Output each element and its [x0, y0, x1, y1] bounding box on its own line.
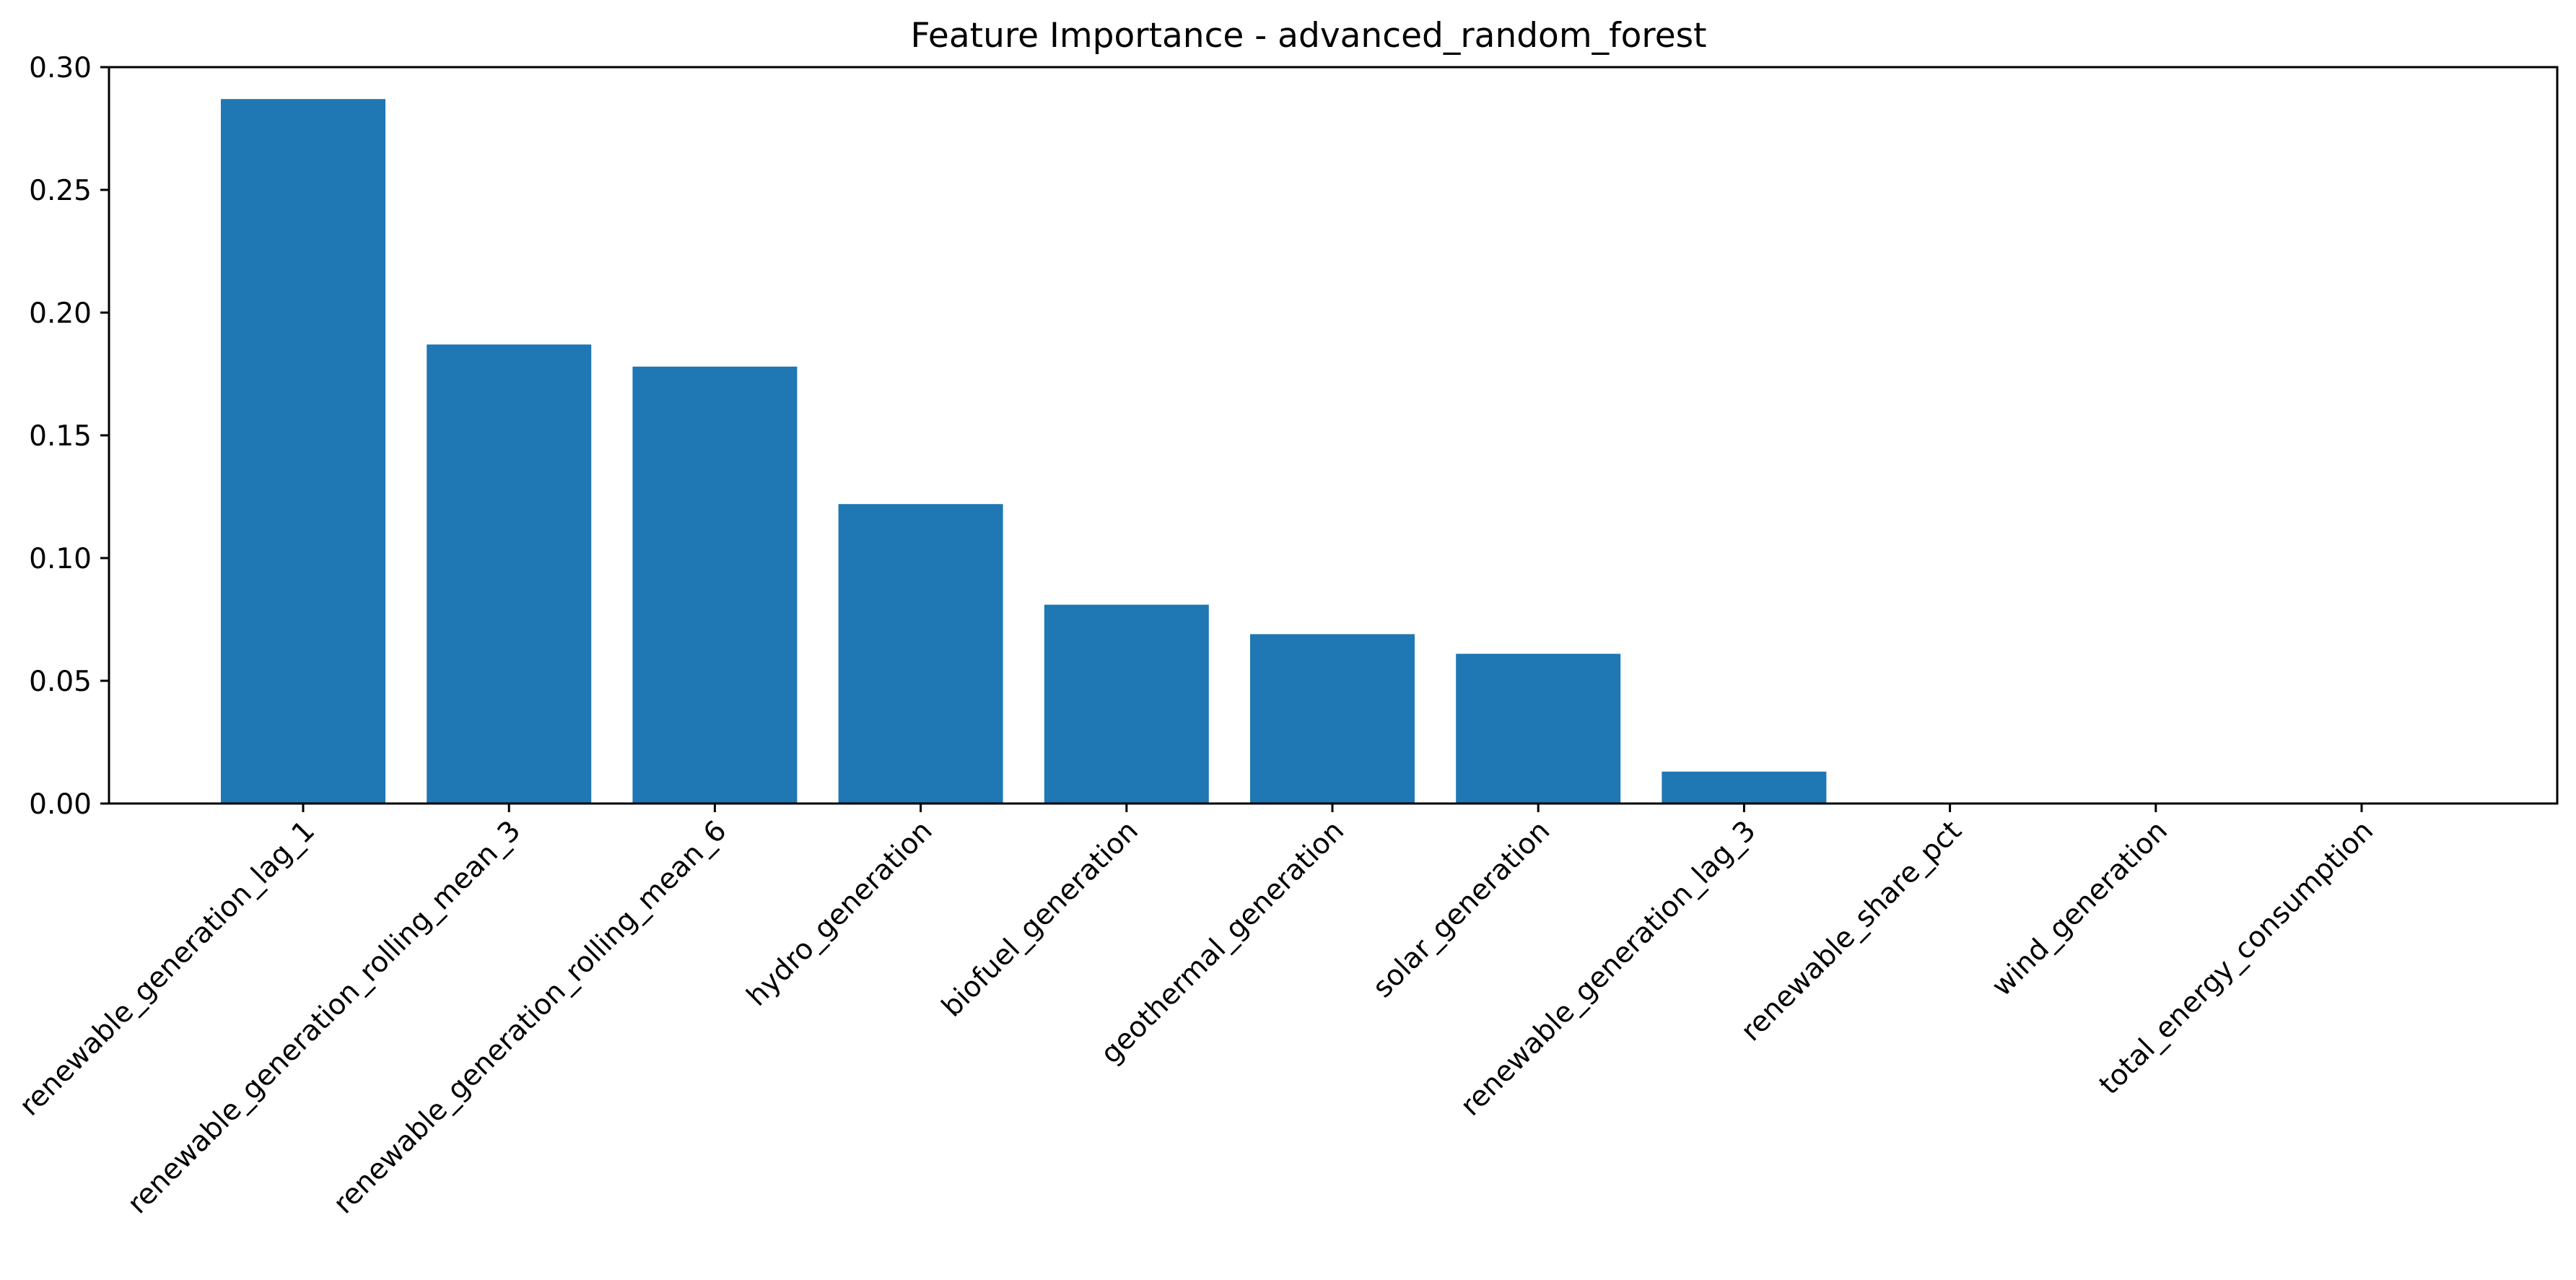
x-tick-label: renewable_share_pct — [1735, 814, 1968, 1048]
chart-title: Feature Importance - advanced_random_for… — [910, 16, 1706, 56]
y-tick-label: 0.10 — [29, 543, 92, 575]
x-axis: renewable_generation_lag_1renewable_gene… — [14, 804, 2380, 1220]
bars-group — [221, 99, 1827, 804]
bar-renewable-generation-lag-3 — [1662, 771, 1827, 804]
y-tick-label: 0.30 — [29, 52, 92, 84]
x-tick-label: renewable_generation_rolling_mean_3 — [121, 814, 527, 1220]
bar-hydro-generation — [838, 504, 1003, 804]
x-tick-label: renewable_generation_rolling_mean_6 — [327, 814, 733, 1220]
y-tick-label: 0.15 — [29, 420, 92, 453]
y-tick-label: 0.20 — [29, 297, 92, 330]
y-axis: 0.00 0.05 0.10 0.15 0.20 0.25 0.30 — [29, 52, 109, 821]
x-tick-label: geothermal_generation — [1095, 814, 1350, 1070]
plot-frame — [108, 66, 2559, 805]
bar-geothermal-generation — [1250, 634, 1415, 804]
x-tick-label: biofuel_generation — [935, 814, 1144, 1023]
bar-solar-generation — [1456, 653, 1621, 804]
y-tick-label: 0.05 — [29, 666, 92, 698]
bar-biofuel-generation — [1044, 604, 1209, 804]
x-tick-label: hydro_generation — [741, 814, 939, 1013]
x-tick-label: wind_generation — [1986, 814, 2174, 1003]
y-tick-label: 0.25 — [29, 175, 92, 207]
y-tick-label: 0.00 — [29, 788, 92, 821]
bar-renewable-generation-rolling-mean-6 — [632, 366, 798, 804]
x-tick-label: solar_generation — [1367, 814, 1557, 1004]
bar-renewable-generation-rolling-mean-3 — [427, 344, 592, 804]
bar-renewable-generation-lag-1 — [221, 99, 385, 804]
